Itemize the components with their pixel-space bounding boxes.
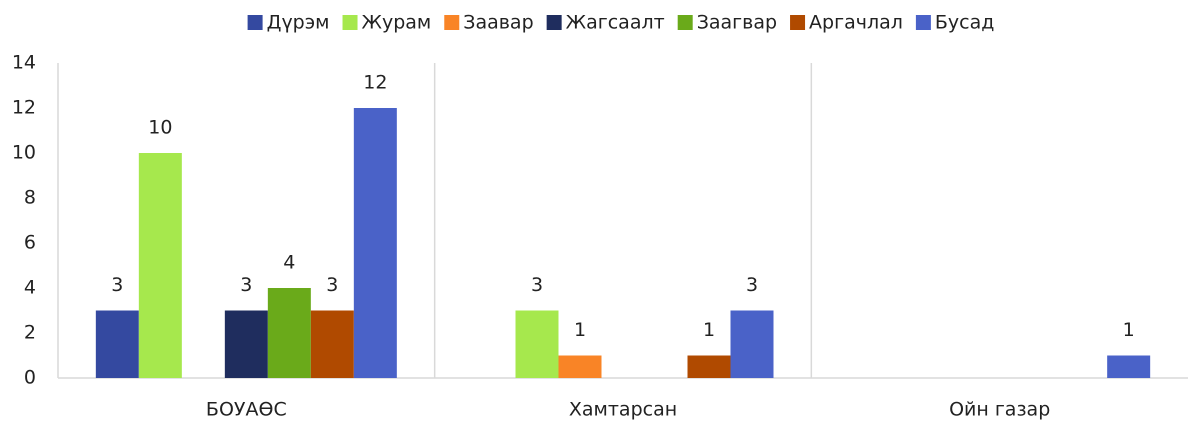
y-tick-label: 4 (24, 277, 36, 299)
data-label: 1 (574, 319, 586, 341)
x-tick-label: Ойн газар (949, 399, 1050, 421)
y-tick-label: 14 (12, 52, 36, 74)
data-label: 10 (148, 117, 172, 139)
bar (310, 310, 354, 378)
legend-label: Бусад (935, 12, 995, 34)
bar (1107, 355, 1151, 378)
data-label: 3 (240, 274, 252, 296)
y-tick-label: 8 (24, 187, 36, 209)
bar (687, 355, 731, 378)
bar (353, 108, 397, 378)
data-label: 3 (531, 274, 543, 296)
bar (138, 153, 182, 378)
legend-label: Журам (362, 12, 432, 34)
legend-swatch (444, 15, 460, 30)
bar (224, 310, 268, 378)
bar (558, 355, 602, 378)
x-tick-label: Хамтарсан (569, 399, 677, 421)
data-label: 1 (703, 319, 715, 341)
legend-swatch (915, 15, 931, 30)
legend-label: Дүрэм (267, 12, 330, 34)
x-tick-label: БОУАӨС (206, 399, 287, 421)
y-tick-label: 10 (12, 142, 36, 164)
legend-label: Заавар (463, 12, 533, 34)
bar (267, 288, 311, 378)
legend-swatch (546, 15, 562, 30)
bar (730, 310, 774, 378)
legend-swatch (677, 15, 693, 30)
y-tick-label: 6 (24, 232, 36, 254)
legend-label: Жагсаалт (566, 12, 665, 34)
data-label: 12 (363, 72, 387, 94)
data-label: 3 (326, 274, 338, 296)
legend-label: Аргачлал (809, 12, 903, 34)
y-tick-label: 2 (24, 322, 36, 344)
data-label: 1 (1123, 319, 1135, 341)
y-tick-label: 0 (24, 367, 36, 389)
legend-swatch (247, 15, 263, 30)
legend-swatch (790, 15, 806, 30)
legend-swatch (342, 15, 358, 30)
data-label: 3 (111, 274, 123, 296)
bar (95, 310, 139, 378)
data-label: 4 (283, 252, 295, 274)
y-tick-label: 12 (12, 97, 36, 119)
data-label: 3 (746, 274, 758, 296)
bar (515, 310, 559, 378)
legend-label: Заагвар (697, 12, 777, 34)
